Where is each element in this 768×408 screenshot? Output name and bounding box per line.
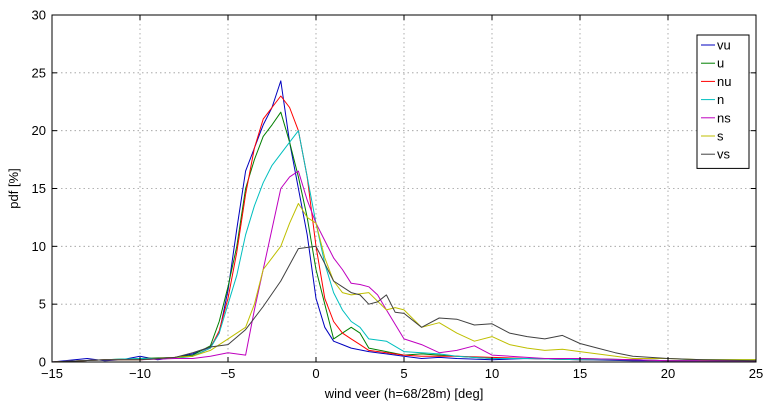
legend: vu u nu n ns s vs: [696, 34, 750, 169]
x-axis-label: wind veer (h=68/28m) [deg]: [324, 386, 484, 401]
x-tick-label: −15: [41, 366, 63, 381]
x-tick-label: 25: [749, 366, 763, 381]
y-tick-label: 20: [32, 123, 46, 138]
y-tick-label: 15: [32, 181, 46, 196]
x-tick-label: −5: [221, 366, 236, 381]
series-line-u: [51, 111, 756, 363]
y-tick-label: 25: [32, 65, 46, 80]
y-tick-label: 10: [32, 239, 46, 254]
axis-ticks: −15 −10 −5 0 5 10 15 20 25 0 5 10 15 20 25 30: [32, 8, 764, 382]
x-tick-label: −10: [129, 366, 151, 381]
series-layer: [51, 80, 757, 363]
series-line-ns: [51, 170, 756, 363]
x-tick-label: 15: [573, 366, 587, 381]
grid-lines: [52, 15, 756, 362]
legend-label-nu: nu: [717, 74, 731, 89]
legend-label-n: n: [717, 92, 724, 107]
x-tick-label: 20: [661, 366, 675, 381]
series-line-n: [51, 130, 756, 363]
legend-label-u: u: [717, 56, 724, 71]
legend-label-vs: vs: [717, 147, 731, 162]
series-line-nu: [51, 95, 756, 363]
x-tick-label: 10: [485, 366, 499, 381]
y-tick-label: 30: [32, 8, 46, 23]
legend-label-vu: vu: [717, 38, 731, 53]
y-axis-label: pdf [%]: [6, 168, 21, 208]
x-tick-label: 0: [312, 366, 319, 381]
legend-box: [696, 34, 750, 169]
x-tick-label: 5: [400, 366, 407, 381]
series-line-vs: [51, 245, 757, 363]
series-line-s: [51, 203, 756, 363]
legend-label-s: s: [717, 129, 724, 144]
y-tick-label: 5: [39, 297, 46, 312]
y-tick-label: 0: [39, 355, 46, 370]
legend-label-ns: ns: [717, 110, 731, 125]
